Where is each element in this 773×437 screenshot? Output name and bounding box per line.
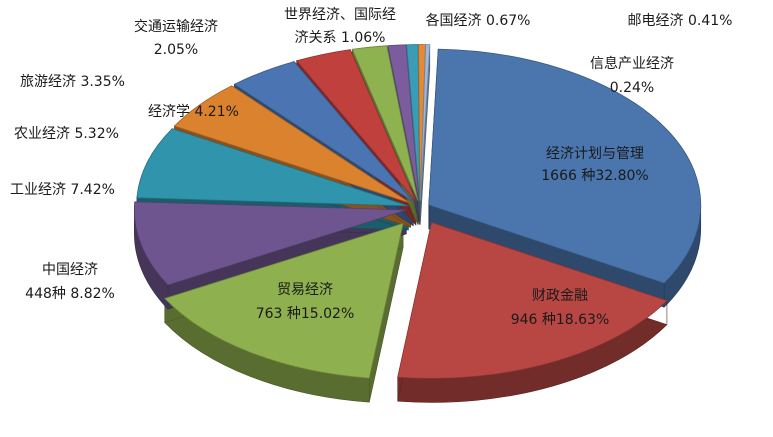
pie-slice (136, 128, 409, 207)
pie-data-label: 贸易经济 763 种15.02% (256, 282, 355, 322)
pie-slice (419, 44, 431, 201)
pie-data-label: 中国经济 448种 8.82% (25, 262, 115, 302)
pie-slice (173, 85, 411, 204)
pie-slice (387, 44, 420, 201)
pie-data-label: 旅游经济 3.35% (20, 74, 125, 90)
pie-data-label: 经济计划与管理 1666 种32.80% (541, 146, 648, 184)
pie-data-label: 各国经济 0.67% (426, 13, 531, 29)
pie-slice (133, 201, 407, 286)
pie-slices (133, 44, 702, 403)
pie-slice (295, 49, 417, 202)
pie-data-label: 经济学 4.21% (148, 104, 239, 120)
pie-data-label: 交通运输经济 2.05% (134, 18, 218, 58)
pie-slice (164, 222, 404, 379)
pie-slice (428, 48, 702, 284)
pie-slice (397, 221, 668, 379)
pie-slice (406, 44, 421, 201)
pie-data-label: 信息产业经济 0.24% (590, 55, 674, 96)
pie-data-label: 世界经济、国际经济关系 1.06% (284, 7, 396, 46)
pie-slice (233, 61, 414, 203)
pie-data-label: 邮电经济 0.41% (628, 13, 733, 29)
pie-data-label: 工业经济 7.42% (10, 182, 115, 198)
pie-slice (351, 45, 419, 201)
pie-data-label: 财政金融 946 种18.63% (511, 288, 610, 328)
pie-data-label: 农业经济 5.32% (14, 126, 119, 142)
pie-labels: 经济计划与管理 1666 种32.80% 财政金融 946 种18.63% 贸易经济 76… (10, 7, 732, 328)
